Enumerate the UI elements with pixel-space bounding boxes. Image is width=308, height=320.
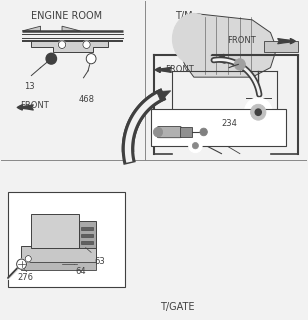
Circle shape	[192, 142, 198, 149]
Circle shape	[245, 98, 272, 126]
Text: FRONT: FRONT	[165, 65, 193, 74]
Text: T/M: T/M	[176, 11, 193, 21]
Text: 468: 468	[79, 95, 95, 104]
FancyBboxPatch shape	[31, 214, 79, 248]
Text: 13: 13	[24, 82, 34, 91]
Polygon shape	[264, 41, 298, 52]
Circle shape	[25, 256, 31, 262]
FancyBboxPatch shape	[21, 246, 96, 264]
FancyBboxPatch shape	[180, 127, 192, 137]
Text: FRONT: FRONT	[21, 101, 49, 110]
Circle shape	[200, 128, 207, 136]
Text: 64: 64	[76, 267, 87, 276]
Circle shape	[86, 53, 96, 64]
Text: FRONT: FRONT	[228, 36, 256, 45]
Text: 234: 234	[221, 119, 237, 128]
FancyBboxPatch shape	[79, 220, 96, 248]
Circle shape	[255, 109, 261, 116]
Circle shape	[153, 127, 163, 137]
Circle shape	[234, 59, 245, 70]
Circle shape	[17, 259, 26, 269]
FancyBboxPatch shape	[157, 126, 182, 138]
Text: ENGINE ROOM: ENGINE ROOM	[31, 11, 103, 21]
FancyBboxPatch shape	[81, 234, 93, 237]
Polygon shape	[22, 26, 41, 31]
Polygon shape	[31, 41, 108, 52]
FancyBboxPatch shape	[8, 192, 125, 287]
Text: 63: 63	[94, 257, 105, 266]
Circle shape	[83, 41, 90, 49]
Polygon shape	[179, 13, 277, 77]
Ellipse shape	[172, 13, 215, 64]
Circle shape	[251, 104, 266, 120]
Text: 276: 276	[18, 273, 34, 282]
FancyBboxPatch shape	[21, 262, 96, 270]
Text: T/GATE: T/GATE	[160, 302, 195, 312]
Circle shape	[58, 41, 66, 49]
Polygon shape	[156, 91, 171, 101]
FancyBboxPatch shape	[151, 109, 286, 146]
Circle shape	[188, 139, 202, 153]
Circle shape	[46, 53, 56, 64]
FancyBboxPatch shape	[81, 241, 93, 244]
FancyBboxPatch shape	[81, 227, 93, 230]
Polygon shape	[62, 26, 80, 31]
